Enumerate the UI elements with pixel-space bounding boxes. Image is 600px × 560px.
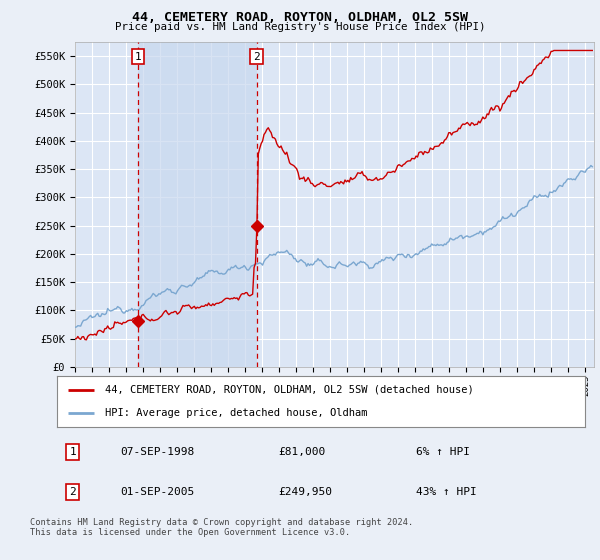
Text: 2: 2 — [253, 52, 260, 62]
Text: 07-SEP-1998: 07-SEP-1998 — [121, 447, 194, 457]
Text: Price paid vs. HM Land Registry's House Price Index (HPI): Price paid vs. HM Land Registry's House … — [115, 22, 485, 32]
Text: 1: 1 — [70, 447, 76, 457]
Bar — [138, 42, 257, 367]
Text: 43% ↑ HPI: 43% ↑ HPI — [416, 487, 477, 497]
Text: £249,950: £249,950 — [279, 487, 333, 497]
Text: 01-SEP-2005: 01-SEP-2005 — [121, 487, 194, 497]
Text: Contains HM Land Registry data © Crown copyright and database right 2024.
This d: Contains HM Land Registry data © Crown c… — [30, 518, 413, 538]
Text: HPI: Average price, detached house, Oldham: HPI: Average price, detached house, Oldh… — [104, 408, 367, 418]
Text: 44, CEMETERY ROAD, ROYTON, OLDHAM, OL2 5SW (detached house): 44, CEMETERY ROAD, ROYTON, OLDHAM, OL2 5… — [104, 385, 473, 395]
Text: 1: 1 — [134, 52, 141, 62]
Text: 2: 2 — [70, 487, 76, 497]
Text: £81,000: £81,000 — [279, 447, 326, 457]
Text: 6% ↑ HPI: 6% ↑ HPI — [416, 447, 470, 457]
Text: 44, CEMETERY ROAD, ROYTON, OLDHAM, OL2 5SW: 44, CEMETERY ROAD, ROYTON, OLDHAM, OL2 5… — [132, 11, 468, 24]
